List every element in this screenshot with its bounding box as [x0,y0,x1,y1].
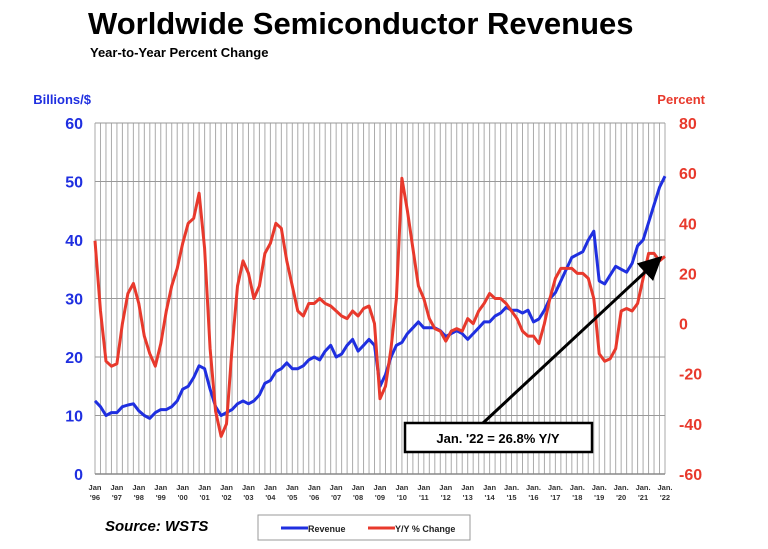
y-tick-left: 50 [65,175,83,192]
x-tick-label: '15 [506,493,516,502]
x-tick-label: '97 [112,493,122,502]
x-tick-label: '98 [134,493,144,502]
y-tick-left: 60 [65,116,83,133]
x-tick-label: '12 [441,493,451,502]
x-tick-label: '07 [331,493,341,502]
y-tick-left: 20 [65,350,83,367]
x-tick-label: Jan. [657,483,672,492]
y-axis-label-right: Percent [657,92,705,107]
x-tick-label: Jan [395,483,408,492]
y-tick-right: 60 [679,166,697,183]
x-tick-label: Jan. [526,483,541,492]
x-tick-label: Jan. [592,483,607,492]
x-tick-label: Jan [242,483,255,492]
x-tick-label: Jan [176,483,189,492]
y-tick-right: 80 [679,116,697,133]
chart-title: Worldwide Semiconductor Revenues [88,6,634,41]
x-tick-label: '20 [616,493,626,502]
y-tick-left: 10 [65,409,83,426]
x-tick-label: '19 [594,493,604,502]
legend-label: Y/Y % Change [395,524,455,534]
x-tick-label: '22 [660,493,670,502]
x-tick-label: '14 [485,493,496,502]
x-tick-label: Jan. [504,483,519,492]
x-tick-label: '11 [419,493,429,502]
x-tick-label: '08 [353,493,363,502]
x-tick-label: '03 [243,493,253,502]
annotation-text: Jan. '22 = 26.8% Y/Y [436,431,560,446]
x-tick-label: Jan [154,483,167,492]
y-tick-right: 0 [679,317,688,334]
x-tick-label: Jan [417,483,430,492]
x-tick-label: Jan [308,483,321,492]
x-tick-label: Jan. [548,483,563,492]
x-tick-label: Jan [483,483,496,492]
x-tick-label: Jan [89,483,102,492]
series-line-y-y-change [93,176,666,438]
x-tick-label: '13 [463,493,473,502]
x-tick-label: '96 [90,493,100,502]
x-tick-label: '21 [638,493,648,502]
source-note: Source: WSTS [105,518,209,535]
x-tick-label: Jan [264,483,277,492]
x-tick-label: '17 [550,493,560,502]
x-tick-label: Jan [220,483,233,492]
y-tick-right: -60 [679,467,702,484]
y-axis-label-left: Billions/$ [33,92,92,107]
y-tick-left: 0 [74,467,83,484]
x-tick-label: '06 [309,493,319,502]
x-tick-label: Jan [198,483,211,492]
x-tick-label: '01 [200,493,210,502]
x-tick-label: '02 [221,493,231,502]
x-tick-label: '09 [375,493,385,502]
y-tick-left: 40 [65,233,83,250]
y-tick-right: -20 [679,367,702,384]
x-tick-label: Jan. [636,483,651,492]
y-tick-right: 40 [679,216,697,233]
y-tick-right: 20 [679,266,697,283]
x-tick-label: Jan [439,483,452,492]
x-tick-label: '00 [178,493,188,502]
x-tick-label: '16 [528,493,538,502]
chart-subtitle: Year-to-Year Percent Change [90,45,269,60]
x-tick-label: Jan. [614,483,629,492]
x-tick-label: Jan [132,483,145,492]
y-tick-left: 30 [65,292,83,309]
x-tick-label: Jan [352,483,365,492]
x-tick-label: Jan [330,483,343,492]
x-tick-label: '05 [287,493,297,502]
x-tick-label: '10 [397,493,407,502]
x-tick-label: '99 [156,493,166,502]
annotation-box [403,421,594,454]
y-tick-right: -40 [679,417,702,434]
x-tick-label: '04 [265,493,276,502]
x-tick-label: Jan [286,483,299,492]
x-tick-label: Jan [461,483,474,492]
x-tick-label: Jan [110,483,123,492]
annotation-arrow [481,255,663,425]
x-tick-label: Jan [374,483,387,492]
legend-label: Revenue [308,524,346,534]
x-tick-label: '18 [572,493,582,502]
x-tick-label: Jan. [570,483,585,492]
